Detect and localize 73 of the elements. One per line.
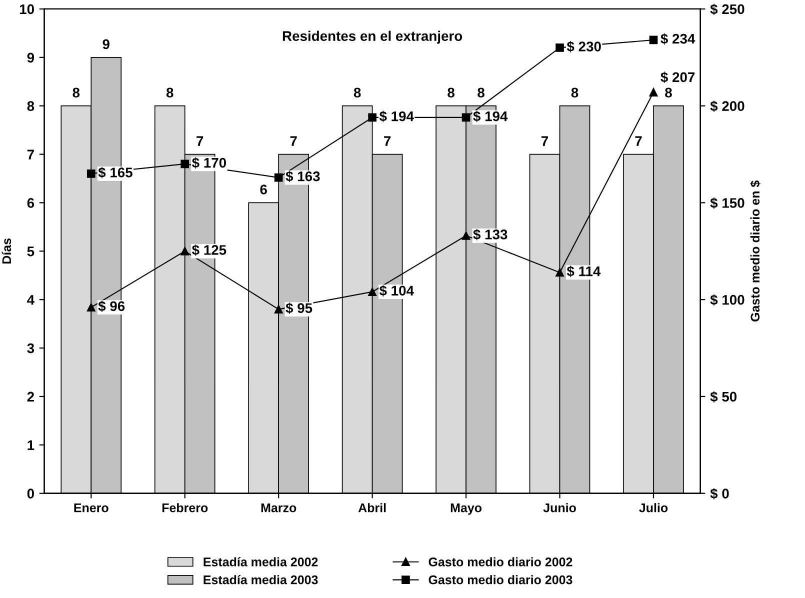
point [556,44,564,52]
data-label: 8 [448,88,454,98]
y2-tick-label: $ 150 [710,197,744,209]
y-tick-label: 4 [27,295,34,305]
x-tick-label: Julio [639,503,668,512]
legend-label: Gasto medio diario 2003 [428,575,572,584]
point [462,231,470,240]
y-tick-label: 0 [27,488,34,499]
data-label: 7 [196,136,204,146]
data-label: $ 234 [660,33,696,45]
data-label: 8 [72,88,80,98]
data-label: 7 [290,136,297,146]
data-label: $ 230 [566,41,601,52]
data-label: $ 194 [379,110,414,122]
y-tick-label: 8 [27,101,34,112]
data-label: $ 194 [473,110,508,122]
data-label: 7 [635,136,642,146]
data-label: 8 [665,88,672,98]
y2-tick-label: $ 0 [710,488,729,500]
point [368,288,376,296]
legend-label: Estadía media 2002 [204,557,318,566]
y-tick-label: 5 [27,246,34,256]
y2-tick-label: $ 50 [710,391,737,403]
data-label: 8 [166,88,174,98]
point [462,113,470,122]
data-label: $ 163 [286,170,320,182]
data-label: 8 [354,88,361,98]
data-label: 8 [571,88,578,98]
data-label: 8 [478,88,484,98]
data-label: 7 [542,136,548,146]
legend-label: Estadía media 2003 [204,574,318,584]
x-tick-label: Enero [74,504,108,512]
data-label: 6 [260,184,267,194]
y-tick-label: 7 [27,150,34,160]
y-tick-label: 9 [27,52,34,63]
y2-tick-label: $ 100 [710,294,744,306]
data-label: $ 125 [192,244,226,256]
point [86,303,96,312]
point [368,113,376,122]
y2-axis-title: Gasto medio diario en $ [750,180,760,322]
text: Residentes en el extranjero [282,30,462,44]
data-label: $ 104 [379,285,414,296]
x-tick-label: Junio [543,503,576,512]
data-label: $ 170 [192,157,226,169]
y-tick-label: 6 [27,198,34,208]
point [274,173,283,182]
legend-label: Gasto medio diario 2002 [428,557,572,566]
y-tick-label: 2 [27,392,34,402]
point [649,36,658,44]
y-tick-label: 10 [20,4,34,14]
x-tick-label: Febrero [162,503,208,512]
y-axis-title: Días [2,238,12,264]
data-label: 9 [102,39,110,50]
point [649,88,658,96]
point [274,305,283,314]
point [86,169,96,178]
x-tick-label: Mayo [450,504,482,515]
data-label: $ 207 [660,72,695,84]
data-label: $ 165 [98,166,132,178]
x-tick-label: Marzo [261,504,296,512]
point [180,246,190,256]
data-label: $ 95 [286,302,312,314]
data-label: $ 133 [473,228,508,240]
data-label: $ 114 [566,266,601,278]
point [180,160,190,168]
y2-tick-label: $ 200 [710,100,744,112]
point [556,268,564,277]
y2-tick-label: $ 250 [710,4,744,16]
y-tick-label: 3 [27,343,34,354]
x-tick-label: Abril [358,503,386,512]
y-tick-label: 1 [28,440,34,450]
data-label: 7 [384,136,391,146]
data-label: $ 96 [98,300,125,312]
